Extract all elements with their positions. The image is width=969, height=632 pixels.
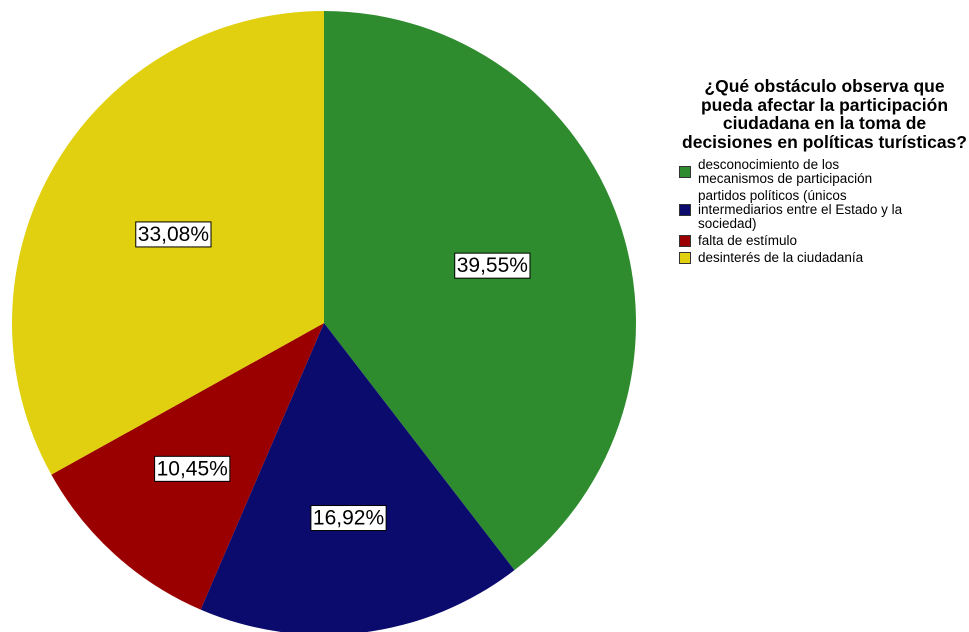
slice-percent-label: 10,45% [154,455,231,482]
slice-percent-box [135,221,212,248]
pie-slice [200,323,515,632]
legend-swatch-green [679,166,691,178]
slice-percent-box [154,455,231,482]
pie-slice [324,11,636,571]
legend-swatch-navy [679,204,691,216]
legend-label: desconocimiento de los mecanismos de par… [698,158,872,186]
slice-percent-label: 16,92% [310,505,387,532]
slice-percent-box [454,252,531,279]
legend-swatch-red [679,235,691,247]
slice-percent-label: 33,08% [135,221,212,248]
slice-percent-text: 33,08% [138,223,209,246]
legend-label-line: desconocimiento de los [698,157,840,172]
legend-item: partidos políticos (únicos intermediario… [674,189,969,231]
legend-item: desinterés de la ciudadanía [674,251,969,265]
legend-label-line: partidos políticos (únicos [698,188,847,203]
pie-chart: 39,55% 16,92% 10,45% 33,08% [11,11,636,632]
slice-percent-box [310,505,387,532]
slice-percent-text: 39,55% [457,254,528,277]
slice-percent-text: 16,92% [313,507,384,530]
legend-title: ¿Qué obstáculo observa que pueda afectar… [682,76,967,152]
legend-swatch-yellow [679,252,691,264]
legend-label-line: sociedad) [698,216,757,231]
slice-percent-text: 10,45% [157,457,228,480]
legend-items: desconocimiento de los mecanismos de par… [674,158,969,265]
legend-item: desconocimiento de los mecanismos de par… [674,158,969,186]
legend-label-line: mecanismos de participación [698,171,873,186]
legend-label-line: intermediarios entre el Estado y la [698,202,903,217]
legend-label: desinterés de la ciudadanía [698,250,864,265]
legend-item: falta de estímulo [674,234,969,248]
slice-percent-label: 39,55% [454,252,531,279]
legend-label: partidos políticos (únicos intermediario… [698,189,902,231]
legend: ¿Qué obstáculo observa que pueda afectar… [674,77,969,268]
legend-label: falta de estímulo [698,233,798,248]
